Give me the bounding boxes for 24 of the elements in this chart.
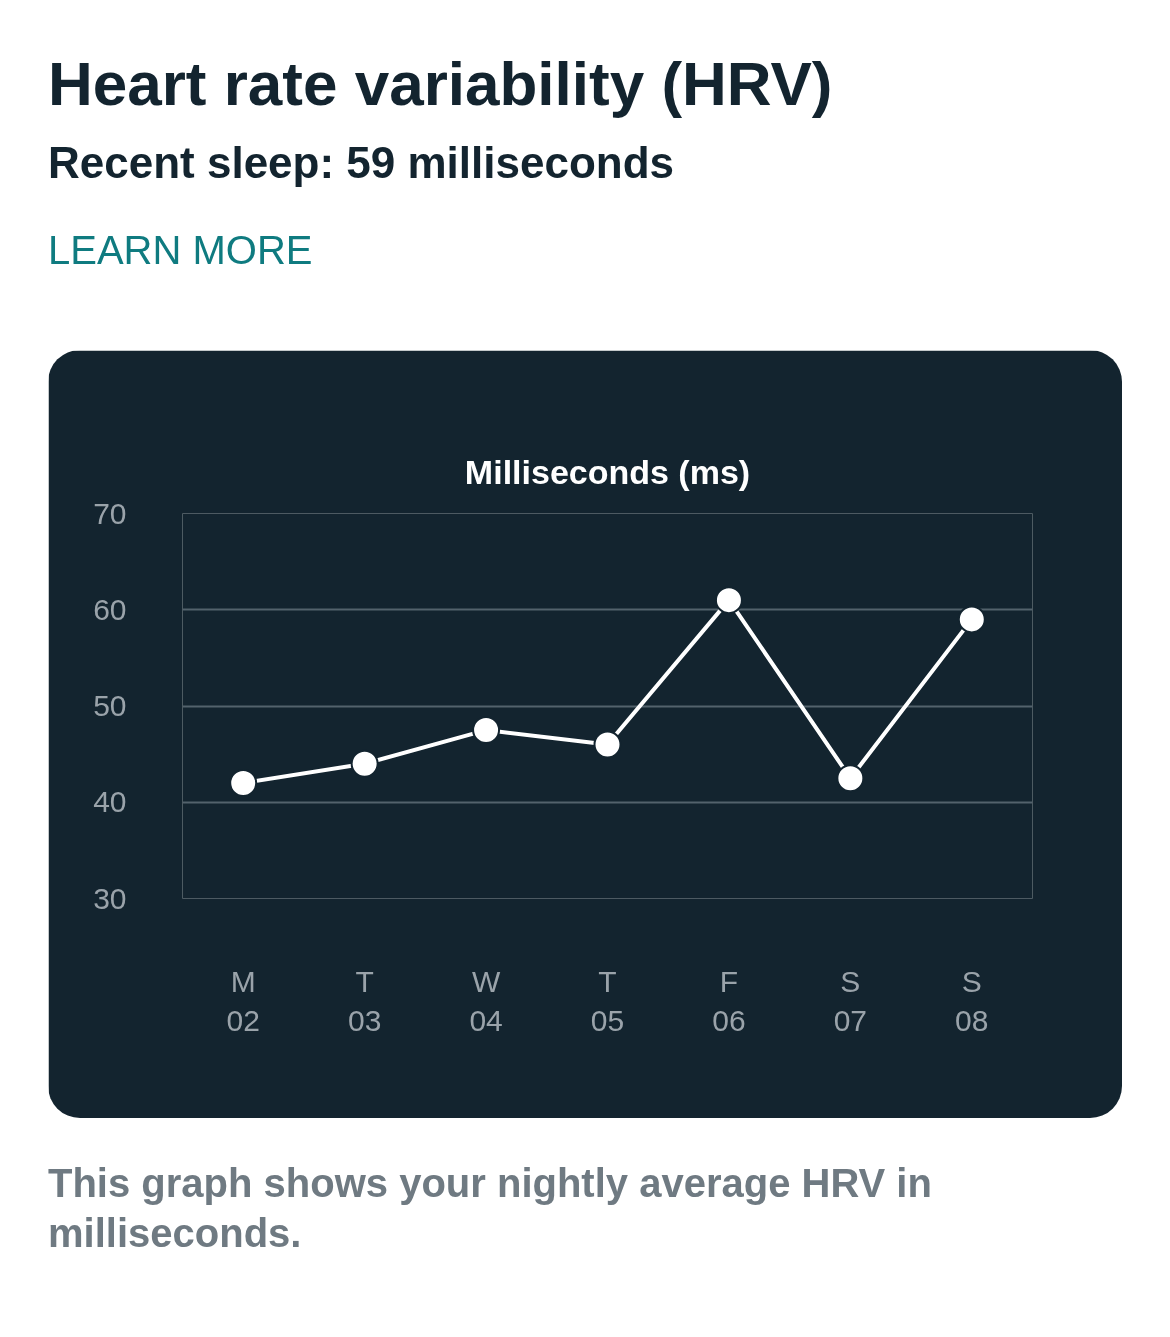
x-tick-label: F 06	[712, 964, 746, 1038]
y-tick-label: 50	[93, 689, 127, 722]
point	[472, 716, 501, 745]
text: LEARN MORE	[48, 227, 313, 274]
x-tick-label: S 08	[955, 964, 989, 1038]
x-tick-label: S 07	[833, 964, 868, 1038]
point	[836, 764, 865, 793]
y-tick-label: 30	[93, 881, 127, 915]
y-tick-label: 60	[93, 592, 127, 626]
y-tick-label: 70	[93, 496, 127, 530]
x-tick-label: T 03	[347, 964, 382, 1038]
x-tick-label: T 05	[590, 964, 625, 1038]
chart-title: Heart rate variability (HRV)	[48, 48, 833, 120]
point	[593, 730, 622, 759]
x-tick-label: M 02	[226, 964, 260, 1038]
y-axis-title: Milliseconds (ms)	[464, 453, 751, 491]
text: This graph shows your nightly average HRV in milliseconds.	[48, 1160, 933, 1257]
point	[714, 586, 743, 615]
chart-subtitle: Recent sleep: 59 milliseconds	[48, 137, 675, 189]
y-tick-label: 40	[93, 785, 127, 819]
point	[957, 605, 986, 634]
point	[350, 749, 379, 778]
point	[229, 769, 258, 797]
x-tick-label: W 04	[469, 964, 503, 1038]
